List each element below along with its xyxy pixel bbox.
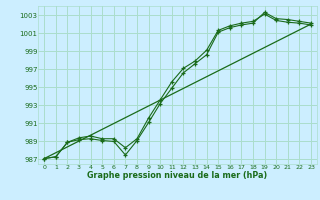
X-axis label: Graphe pression niveau de la mer (hPa): Graphe pression niveau de la mer (hPa) [87,171,268,180]
